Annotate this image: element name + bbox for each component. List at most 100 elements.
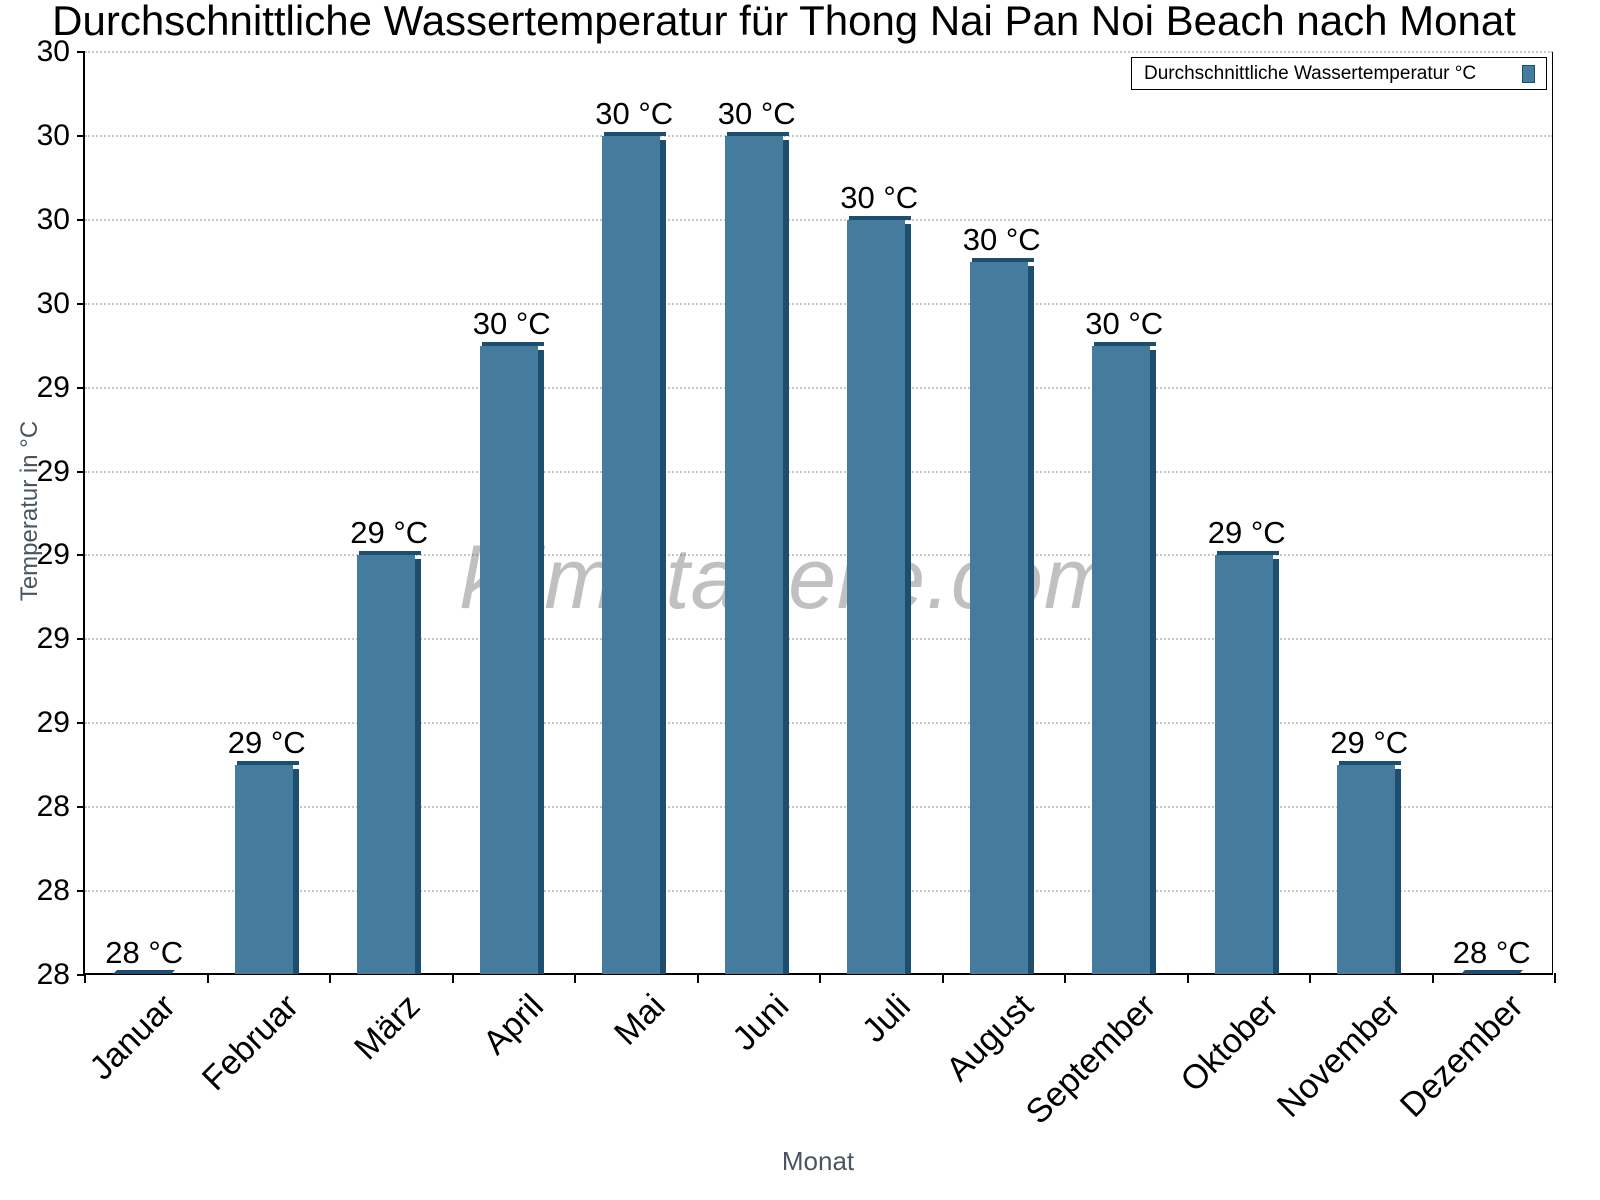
- data-label: 30 °C: [717, 95, 796, 131]
- y-tick: [77, 134, 85, 137]
- x-tick: [819, 973, 821, 983]
- bar-februar: [234, 761, 299, 974]
- data-label: 28 °C: [1452, 935, 1531, 970]
- legend-label: Durchschnittliche Wassertemperatur °C: [1144, 63, 1477, 84]
- y-tick: [77, 638, 85, 641]
- y-tick: [77, 890, 85, 893]
- y-tick-label: 29: [36, 538, 70, 572]
- bar-top: [1094, 341, 1157, 346]
- data-label: 30 °C: [595, 95, 674, 131]
- data-label: 30 °C: [472, 305, 551, 341]
- bar-side: [1027, 265, 1034, 974]
- x-tick: [696, 973, 699, 983]
- y-tick-label: 30: [36, 35, 70, 68]
- y-tick: [77, 470, 85, 473]
- gridline: [85, 386, 1553, 389]
- x-tick: [1554, 973, 1556, 983]
- bar-side: [1272, 559, 1279, 974]
- y-tick: [77, 218, 85, 221]
- bar-juli: [847, 215, 912, 974]
- gridline: [85, 554, 1553, 557]
- x-tick-label: Oktober: [1173, 987, 1286, 1100]
- gridline: [85, 218, 1553, 221]
- data-label: 28 °C: [105, 935, 184, 970]
- bar-januar: [113, 970, 176, 974]
- x-tick-label: April: [475, 987, 551, 1062]
- y-tick-label: 28: [36, 790, 70, 824]
- data-label: 30 °C: [840, 179, 919, 215]
- bar-top: [971, 257, 1034, 262]
- bar-juni: [724, 131, 789, 974]
- bar-april: [479, 341, 544, 974]
- x-tick: [1064, 973, 1066, 983]
- y-tick-label: 29: [36, 622, 70, 656]
- chart-title: Durchschnittliche Wassertemperatur für T…: [52, 0, 1516, 44]
- y-tick: [77, 554, 85, 557]
- gridline: [85, 51, 1553, 53]
- y-tick: [77, 302, 85, 305]
- bar-august: [969, 257, 1034, 974]
- x-tick: [941, 973, 944, 983]
- x-tick: [1431, 973, 1434, 983]
- gridline: [85, 302, 1553, 305]
- data-label: 29 °C: [227, 725, 306, 761]
- x-tick: [1309, 973, 1311, 983]
- bar-side: [537, 349, 544, 974]
- bar-oktober: [1214, 551, 1279, 974]
- y-tick-label: 30: [36, 286, 70, 320]
- x-tick-label: März: [347, 987, 428, 1068]
- gridline: [85, 722, 1553, 725]
- bar-side: [660, 139, 667, 974]
- x-tick: [329, 973, 331, 983]
- x-tick: [451, 973, 454, 983]
- bar-top: [726, 131, 789, 136]
- bar-side: [415, 559, 422, 974]
- y-tick: [77, 722, 85, 725]
- x-tick-label: Juni: [725, 987, 796, 1058]
- x-tick-label: August: [938, 987, 1041, 1089]
- data-label: 30 °C: [962, 221, 1041, 257]
- legend-swatch-icon: [1522, 65, 1535, 83]
- bar-top: [1216, 551, 1279, 556]
- bar-top: [1339, 761, 1402, 766]
- x-tick-label: Juli: [855, 987, 919, 1050]
- bar-side: [1395, 769, 1402, 974]
- y-axis-title: Temperatur in °C: [16, 420, 43, 602]
- x-axis-title: Monat: [781, 1146, 855, 1176]
- y-tick: [77, 51, 85, 53]
- bar-side: [292, 769, 299, 974]
- gridline: [85, 470, 1553, 473]
- bar-top: [481, 341, 544, 346]
- bar-side: [905, 223, 912, 974]
- x-tick-label: November: [1270, 987, 1408, 1125]
- right-axis-line: [1552, 52, 1553, 975]
- y-tick: [77, 386, 85, 389]
- data-label: 30 °C: [1085, 305, 1164, 341]
- gridline: [85, 890, 1553, 893]
- bar-side: [782, 139, 789, 974]
- y-tick-label: 28: [36, 958, 70, 991]
- x-tick: [206, 973, 209, 983]
- gridline: [85, 806, 1553, 809]
- y-tick: [77, 806, 85, 809]
- x-tick-label: September: [1018, 987, 1164, 1132]
- bar-märz: [357, 551, 422, 974]
- bar-side: [1150, 349, 1157, 974]
- bar-top: [359, 551, 422, 556]
- y-tick: [77, 974, 85, 976]
- bar-top: [849, 215, 912, 220]
- data-label: 29 °C: [350, 515, 429, 551]
- y-tick-label: 29: [36, 706, 70, 740]
- x-tick-label: Januar: [82, 987, 184, 1088]
- y-tick-label: 30: [36, 118, 70, 152]
- y-tick-label: 30: [36, 202, 70, 236]
- bar-september: [1092, 341, 1157, 974]
- x-tick: [1186, 973, 1189, 983]
- x-tick-label: Februar: [194, 987, 306, 1099]
- bar-top: [236, 761, 299, 766]
- x-tick-label: Mai: [607, 987, 673, 1053]
- legend: Durchschnittliche Wassertemperatur °C: [1131, 57, 1547, 90]
- y-tick-label: 28: [36, 874, 70, 908]
- gridline: [85, 134, 1553, 137]
- gridline: [85, 638, 1553, 641]
